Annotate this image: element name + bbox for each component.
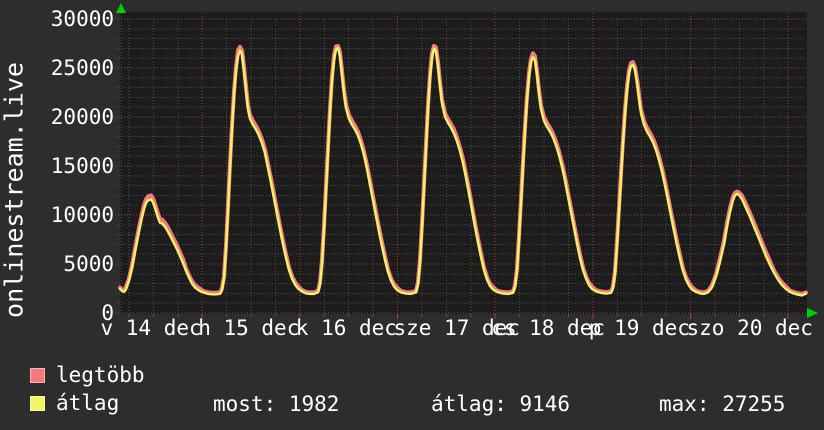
y-axis-tick-label: 15000 xyxy=(50,154,114,178)
y-axis-title: onlinestream.live xyxy=(0,62,29,318)
legend-label-atlag: átlag xyxy=(56,391,120,415)
y-axis-tick-label: 0 xyxy=(101,301,114,325)
legend-label-legtobb: legtöbb xyxy=(56,363,145,387)
x-axis-tick-label: cs 18 dec xyxy=(491,316,605,340)
y-axis-tick-label: 30000 xyxy=(50,7,114,31)
x-axis-tick-label: v 14 dec xyxy=(100,316,202,340)
stat-atlag: átlag: 9146 xyxy=(431,392,571,416)
legend-swatch-legtobb xyxy=(30,367,45,383)
legend-row-legtobb: legtöbb xyxy=(30,364,145,386)
x-axis-tick-label: p 19 dec xyxy=(588,316,690,340)
y-axis-tick-label: 25000 xyxy=(50,56,114,80)
y-axis-tick-label: 10000 xyxy=(50,203,114,227)
stat-max: max: 27255 xyxy=(659,392,786,416)
x-axis-tick-label: h 15 dec xyxy=(198,316,300,340)
x-axis-tick-label: sze 17 dec xyxy=(393,316,520,340)
y-axis-tick-label: 5000 xyxy=(63,252,114,276)
legend-row-atlag: átlag xyxy=(30,392,119,414)
x-axis-tick-label: k 16 dec xyxy=(295,316,397,340)
x-axis-tick-label: szo 20 dec xyxy=(686,316,813,340)
y-axis-tick-label: 20000 xyxy=(50,105,114,129)
stat-most: most: 1982 xyxy=(213,392,340,416)
legend-swatch-atlag xyxy=(30,395,45,411)
